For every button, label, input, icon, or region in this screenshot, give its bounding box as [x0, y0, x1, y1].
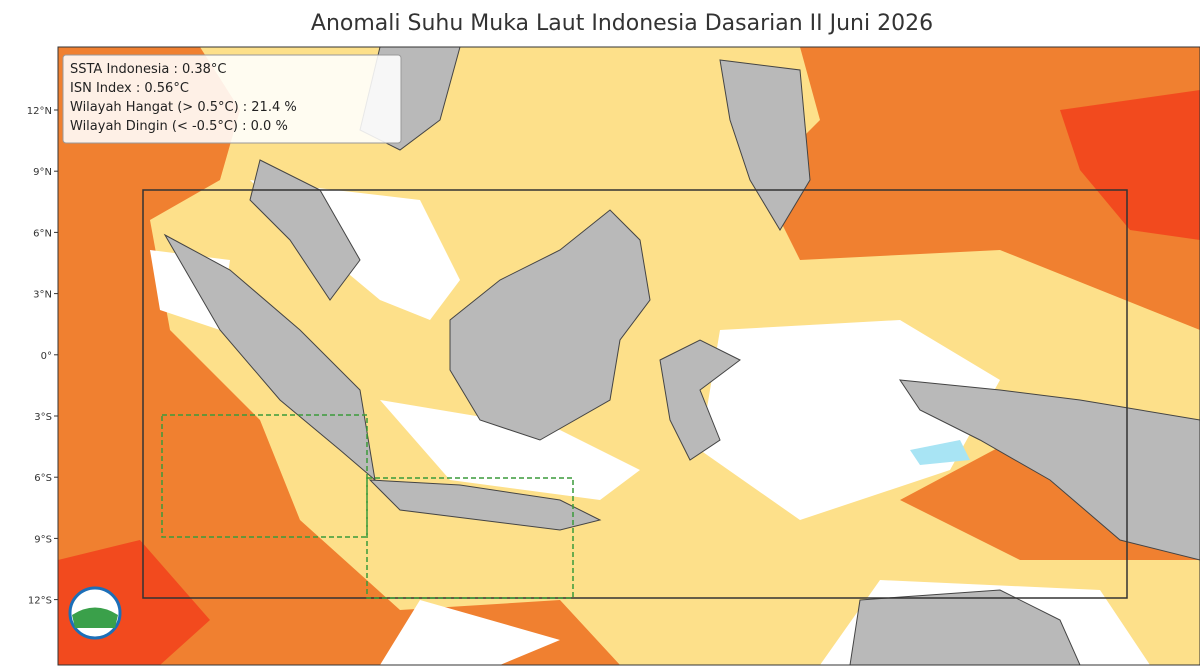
- zone-box: [161, 414, 368, 538]
- lat-label: 6°S: [34, 473, 52, 484]
- java: [368, 479, 602, 531]
- lat-label: 3°S: [34, 412, 52, 423]
- philippines: [719, 59, 811, 231]
- sulawesi: [659, 339, 741, 461]
- lat-label: 3°N: [33, 290, 52, 301]
- lat-label: 9°N: [33, 167, 52, 178]
- neutral-area: [150, 180, 1150, 665]
- map-frame: [57, 46, 1200, 666]
- region-box: [142, 189, 1128, 599]
- info-line: Wilayah Dingin (< -0.5°C) : 0.0 %: [70, 119, 288, 134]
- map-title: Anomali Suhu Muka Laut Indonesia Dasaria…: [311, 11, 933, 36]
- lat-label: 6°N: [33, 228, 52, 239]
- info-lines: SSTA Indonesia : 0.38°C ISN Index : 0.56°…: [70, 62, 297, 134]
- lat-label: 0°: [41, 351, 52, 362]
- papua: [898, 379, 1200, 561]
- info-box: [62, 54, 402, 144]
- strong-warm-area: [58, 90, 1200, 665]
- australia: [849, 589, 1081, 665]
- info-line: ISN Index : 0.56°C: [70, 81, 189, 96]
- lat-labels: 12°N 9°N 6°N 3°N 0° 3°S 6°S 9°S 12°S: [27, 106, 58, 607]
- lat-label: 12°N: [27, 106, 52, 117]
- lat-label: 12°S: [28, 596, 52, 607]
- anomaly-field: [58, 47, 1200, 665]
- info-line: Wilayah Hangat (> 0.5°C) : 21.4 %: [70, 100, 297, 115]
- borneo: [449, 209, 651, 441]
- cool-area: [910, 440, 970, 465]
- zone-box: [366, 477, 574, 599]
- info-line: SSTA Indonesia : 0.38°C: [70, 62, 227, 77]
- logo-mark: [72, 607, 118, 628]
- lat-label: 9°S: [34, 534, 52, 545]
